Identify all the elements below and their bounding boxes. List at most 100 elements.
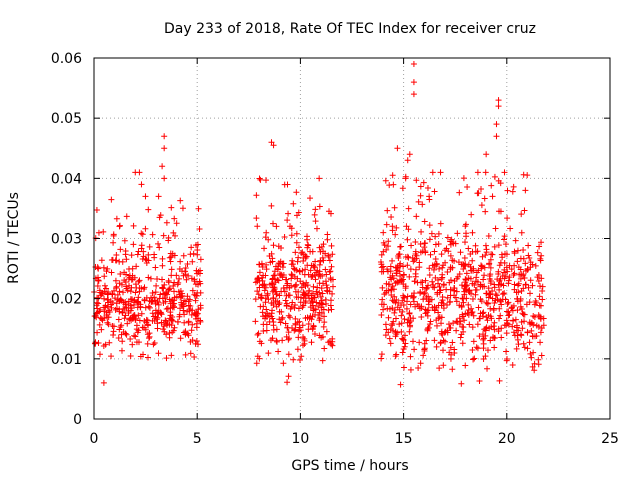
data-point xyxy=(487,264,494,271)
data-point xyxy=(492,225,499,232)
data-point xyxy=(402,175,409,182)
data-point xyxy=(132,333,139,340)
data-point xyxy=(252,296,259,303)
data-point xyxy=(438,328,445,335)
data-point xyxy=(386,306,393,313)
data-point xyxy=(281,288,288,295)
data-point xyxy=(277,261,284,268)
data-point xyxy=(182,351,189,358)
data-point xyxy=(497,275,504,282)
data-point xyxy=(412,239,419,246)
data-point xyxy=(440,282,447,289)
data-point xyxy=(326,338,333,345)
y-tick-label: 0.01 xyxy=(51,352,82,368)
data-point xyxy=(472,242,479,249)
data-point xyxy=(295,244,302,251)
data-point xyxy=(405,226,412,233)
data-point xyxy=(161,145,168,152)
data-point xyxy=(517,255,524,262)
data-point xyxy=(474,279,481,286)
data-point xyxy=(455,259,462,266)
data-point xyxy=(191,353,198,360)
data-point xyxy=(178,293,185,300)
data-point xyxy=(407,318,414,325)
data-point xyxy=(95,277,102,284)
data-point xyxy=(123,304,130,311)
data-point xyxy=(269,281,276,288)
data-point xyxy=(185,318,192,325)
data-point xyxy=(399,308,406,315)
data-point xyxy=(133,284,140,291)
data-point xyxy=(269,335,276,342)
data-point xyxy=(144,354,151,361)
data-point xyxy=(118,347,125,354)
data-point xyxy=(311,211,318,218)
data-point xyxy=(297,278,304,285)
data-point xyxy=(298,284,305,291)
data-point xyxy=(380,301,387,308)
data-point xyxy=(417,279,424,286)
data-point xyxy=(284,379,291,386)
data-point xyxy=(174,281,181,288)
x-tick-label: 15 xyxy=(395,431,413,447)
data-point xyxy=(312,258,319,265)
data-point xyxy=(489,193,496,200)
data-point xyxy=(131,274,138,281)
data-point xyxy=(396,262,403,269)
data-point xyxy=(522,187,529,194)
data-point xyxy=(493,292,500,299)
data-point xyxy=(100,379,107,386)
data-point xyxy=(442,247,449,254)
data-point xyxy=(270,287,277,294)
data-point xyxy=(302,266,309,273)
data-point xyxy=(171,288,178,295)
data-point xyxy=(195,268,202,275)
data-point xyxy=(124,320,131,327)
data-point xyxy=(285,373,292,380)
data-point xyxy=(424,185,431,192)
data-point xyxy=(475,304,482,311)
data-point xyxy=(407,353,414,360)
data-point xyxy=(99,290,106,297)
data-point xyxy=(320,323,327,330)
data-point xyxy=(389,257,396,264)
data-point xyxy=(309,272,316,279)
data-point xyxy=(165,237,172,244)
data-point xyxy=(482,169,489,176)
data-point xyxy=(312,206,319,213)
data-point xyxy=(532,262,539,269)
data-point xyxy=(495,177,502,184)
data-point xyxy=(254,223,261,230)
data-point xyxy=(410,79,417,86)
data-point xyxy=(134,304,141,311)
data-point xyxy=(378,355,385,362)
data-point xyxy=(384,268,391,275)
data-point xyxy=(273,337,280,344)
data-point xyxy=(386,182,393,189)
data-point xyxy=(501,233,508,240)
data-point xyxy=(432,233,439,240)
data-point xyxy=(188,244,195,251)
data-point xyxy=(135,278,142,285)
data-point xyxy=(537,329,544,336)
data-point xyxy=(102,341,109,348)
data-point xyxy=(514,247,521,254)
data-point xyxy=(196,226,203,233)
data-point xyxy=(534,249,541,256)
data-point xyxy=(271,268,278,275)
data-point xyxy=(326,257,333,264)
data-point xyxy=(405,205,412,212)
data-point xyxy=(295,294,302,301)
data-point xyxy=(501,236,508,243)
data-point xyxy=(465,301,472,308)
data-point xyxy=(323,287,330,294)
x-tick-label: 5 xyxy=(193,431,202,447)
data-point xyxy=(521,207,528,214)
data-point xyxy=(469,309,476,316)
data-point xyxy=(503,348,510,355)
data-point xyxy=(417,192,424,199)
data-point xyxy=(117,271,124,278)
data-point xyxy=(517,266,524,273)
data-point xyxy=(424,312,431,319)
data-point xyxy=(481,326,488,333)
